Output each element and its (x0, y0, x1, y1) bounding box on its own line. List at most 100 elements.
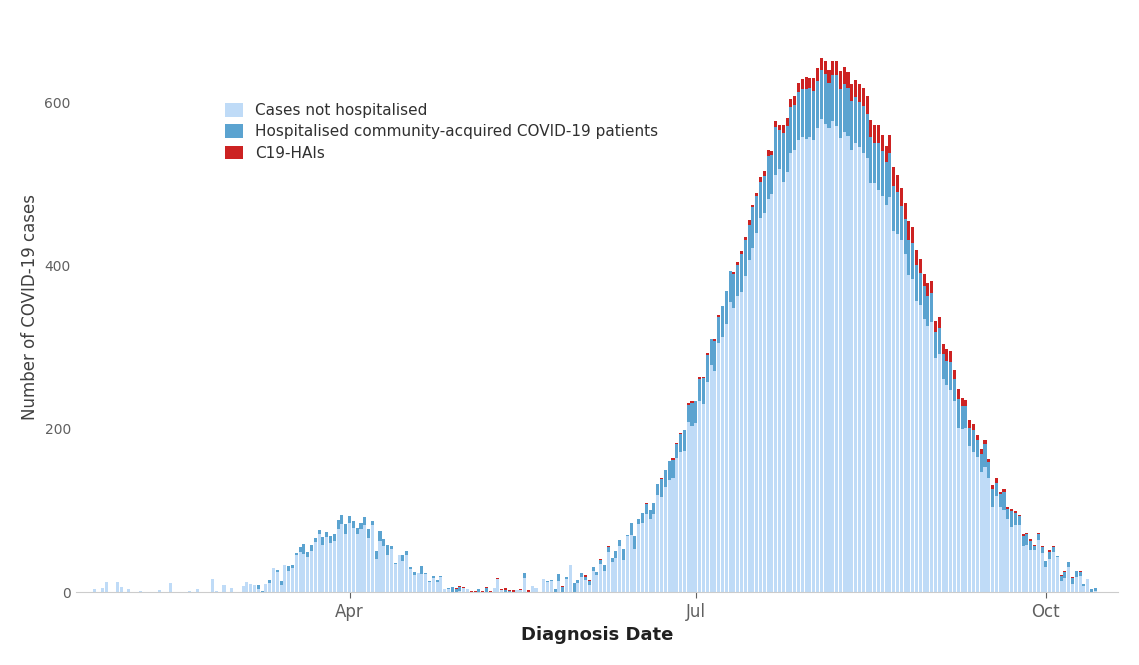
Bar (573, 583, 575, 593)
Bar (298, 552, 302, 593)
Bar (637, 524, 640, 593)
Bar (687, 402, 690, 405)
Bar (383, 539, 385, 546)
Bar (1071, 584, 1074, 593)
Bar (767, 199, 770, 593)
Bar (786, 118, 788, 126)
Bar (820, 119, 822, 593)
Bar (835, 126, 838, 593)
Bar (877, 143, 880, 190)
Bar (988, 477, 990, 593)
Bar (672, 460, 674, 478)
Bar (942, 344, 944, 354)
Bar (983, 444, 986, 467)
Bar (816, 128, 819, 593)
Bar (858, 147, 861, 593)
Bar (326, 532, 328, 537)
Bar (568, 565, 572, 593)
Bar (333, 535, 336, 541)
Bar (1064, 578, 1066, 593)
Bar (645, 514, 648, 593)
Bar (679, 434, 682, 452)
Bar (945, 361, 949, 385)
Bar (276, 572, 279, 593)
Bar (778, 124, 781, 130)
Bar (394, 563, 396, 564)
Bar (869, 137, 872, 184)
Bar (1010, 511, 1014, 527)
Bar (516, 590, 518, 593)
Legend: Cases not hospitalised, Hospitalised community-acquired COVID-19 patients, C19-H: Cases not hospitalised, Hospitalised com… (219, 97, 665, 167)
Bar (980, 454, 983, 472)
Bar (599, 559, 603, 561)
Bar (302, 544, 305, 553)
Bar (721, 337, 724, 593)
Bar (641, 523, 644, 593)
Bar (862, 106, 865, 153)
Bar (409, 569, 412, 593)
Bar (1018, 516, 1021, 525)
Bar (908, 275, 910, 593)
Bar (888, 154, 892, 198)
Bar (874, 143, 876, 184)
Bar (858, 84, 861, 102)
Bar (412, 575, 416, 593)
Bar (1022, 534, 1025, 535)
Bar (1052, 547, 1055, 553)
Bar (892, 186, 895, 231)
Bar (968, 420, 972, 428)
Bar (1041, 547, 1043, 553)
Bar (775, 175, 777, 593)
Bar (752, 207, 754, 248)
Bar (256, 585, 260, 589)
Bar (1006, 509, 1009, 519)
Bar (477, 589, 481, 593)
Bar (607, 551, 609, 593)
Bar (279, 581, 282, 585)
Bar (196, 589, 199, 593)
Bar (820, 58, 822, 70)
Bar (264, 584, 268, 593)
Bar (672, 458, 674, 460)
Bar (290, 565, 294, 569)
Bar (656, 484, 659, 495)
Bar (1093, 589, 1097, 591)
Bar (344, 534, 347, 593)
Bar (976, 440, 978, 457)
Bar (355, 528, 359, 533)
Bar (968, 428, 972, 446)
Bar (866, 96, 869, 114)
Bar (892, 168, 895, 186)
Bar (462, 589, 465, 593)
Bar (394, 564, 396, 593)
Bar (755, 196, 759, 233)
Bar (245, 582, 248, 593)
Bar (318, 534, 321, 593)
Bar (519, 589, 523, 590)
Bar (957, 428, 960, 593)
Bar (1082, 587, 1085, 593)
Bar (820, 70, 822, 119)
Bar (960, 406, 964, 430)
Bar (409, 567, 412, 569)
Bar (915, 301, 918, 593)
Bar (1075, 571, 1077, 577)
Bar (854, 97, 858, 143)
Bar (846, 136, 850, 593)
Bar (880, 151, 884, 196)
Bar (880, 135, 884, 151)
Bar (942, 379, 944, 593)
Bar (1002, 493, 1006, 509)
Bar (839, 138, 842, 593)
Bar (462, 587, 465, 589)
Bar (390, 549, 393, 593)
Bar (934, 332, 937, 358)
Bar (390, 546, 393, 549)
Bar (740, 292, 743, 593)
Bar (653, 503, 655, 514)
Bar (793, 96, 796, 105)
Bar (1087, 579, 1089, 593)
Bar (371, 525, 374, 593)
Bar (443, 589, 446, 593)
Bar (752, 248, 754, 593)
